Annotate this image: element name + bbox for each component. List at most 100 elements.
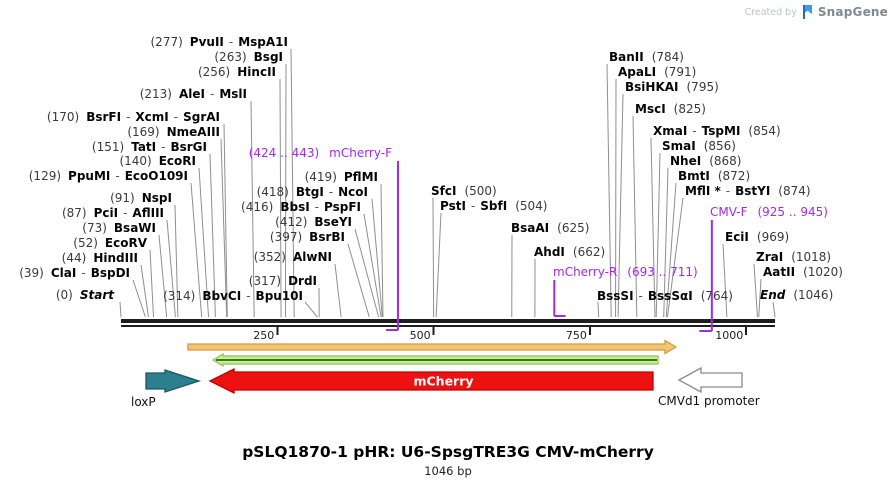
leader-line [354,228,380,318]
leader-line [597,301,600,318]
leader-line [655,152,661,318]
leader-line [304,301,318,318]
map-footer: pSLQ1870-1 pHR: U6-SpsgTRE3G CMV-mCherry… [0,443,896,478]
enzyme-label-ppumi: (129) PpuMI - EcoO109I [28,169,188,183]
enzyme-label-bsssi: BssSI - BssSαI (764) [597,289,733,303]
enzyme-label-tati: (151) TatI - BsrGI [91,140,207,154]
enzyme-label-zrai: ZraI (1018) [756,250,832,264]
enzyme-label-nhei: NheI (868) [670,154,742,168]
enzyme-label-smai: SmaI (856) [662,139,736,153]
feature-loxp-arrow [145,369,202,393]
feature-cmvd1-promoter-arrow [677,366,743,394]
ruler-tick [276,327,279,335]
ruler-tick-label: 1000 [715,329,743,342]
leader-line [140,264,150,318]
ruler-tick-label: 750 [566,329,587,342]
leader-line [220,138,228,318]
enzyme-label-pcii: (87) PciI - AflIII [61,206,164,220]
enzyme-label-start: (0) Start [55,288,114,302]
enzyme-label-sfci: SfcI (500) [431,184,497,198]
leader-line [650,137,656,318]
enzyme-label-clai: (39) ClaI - BspDI [19,266,130,280]
enzyme-label-hincii: (256) HincII [197,65,276,79]
enzyme-label-bsaai: BsaAI (625) [511,221,590,235]
leader-line [223,123,228,318]
enzyme-label-psti: PstI - SbfI (504) [440,199,548,213]
ruler-tick [745,327,748,335]
leader-line [119,301,122,318]
leader-line [132,279,146,318]
enzyme-label-drdi: (317) DrdI [248,274,317,288]
leader-line [198,167,210,318]
watermark-brand-text: SnapGene [817,5,888,19]
enzyme-label-msci: MscI (825) [635,102,706,116]
plasmid-length: 1046 bp [424,464,472,478]
enzyme-label-ahdi: AhdI (662) [534,245,606,259]
leader-line [606,63,612,318]
feature-mcherry-arrow [208,367,654,395]
enzyme-label-bsawi: (73) BsaWI [82,221,156,235]
leader-line [753,263,758,318]
watermark: Created by SnapGene [745,5,888,19]
leader-line [158,234,168,318]
enzyme-label-ecori: (140) EcoRI [119,154,196,168]
enzyme-label-btgi: (418) BtgI - NcoI [256,185,368,199]
enzyme-label-nspi: (91) NspI [110,191,172,205]
enzyme-label-bsrfi: (170) BsrFI - XcmI - SgrAI [46,110,220,124]
leader-line [279,78,282,318]
leader-line [435,212,442,318]
leader-line [772,301,776,318]
enzyme-label-apali: ApaLI (791) [618,65,697,79]
leader-line [250,100,255,318]
ruler-tick [432,327,435,335]
snapgene-flag-icon [802,5,812,19]
enzyme-label-bsihkai: BsiHKAI (795) [625,80,719,94]
leader-line [149,249,155,318]
leader-line [758,278,762,318]
enzyme-label-end: End (1046) [760,288,834,302]
leader-line [347,243,370,318]
primer-label-mcherry-f: (424 .. 443) mCherry-F [248,146,392,160]
sequence-backbone-top [121,319,775,323]
enzyme-label-aatii: AatII (1020) [763,265,843,279]
ruler-tick-label: 250 [253,329,274,342]
feature-label-cmvd1-promoter-arrow: CMVd1 promoter [658,394,760,408]
leader-line [209,153,216,318]
watermark-created-by-text: Created by [744,6,797,18]
leader-line [363,213,382,318]
plasmid-title: pSLQ1870-1 pHR: U6-SpsgTRE3G CMV-mCherry [242,443,654,461]
enzyme-label-bmti: BmtI (872) [678,169,751,183]
enzyme-label-mfli: MflI * - BstYI (874) [685,184,811,198]
enzyme-label-nmeaiii: (169) NmeAIII [127,125,220,139]
leader-line [190,182,203,318]
enzyme-label-bbvci: (314) BbvCI - Bpu10I [163,289,303,303]
leader-line [166,219,176,318]
enzyme-label-xmai: XmaI - TspMI (854) [653,124,781,138]
leader-line [663,167,669,318]
leader-line [632,115,638,318]
leader-line [380,183,384,318]
enzyme-label-hindiii: (44) HindIII [61,251,138,265]
leader-line [371,198,383,318]
feature-orange-bar [187,339,678,355]
ruler-tick [588,327,591,335]
enzyme-label-pflmi: (419) PflMI [304,170,378,184]
leader-line [722,243,728,318]
enzyme-label-pvuii: (277) PvuII - MspA1I [150,35,289,49]
feature-label-mcherry-arrow: mCherry [413,374,473,389]
enzyme-label-ecii: EciI (969) [725,230,790,244]
ruler-tick-label: 500 [410,329,431,342]
leader-line [666,197,684,318]
leader-line [174,204,179,318]
feature-label-loxp-arrow: loxP [131,395,156,409]
enzyme-label-bsgi: (263) BsgI [214,50,283,64]
enzyme-label-bbsi: (416) BbsI - PspFI [241,200,361,214]
leader-line [284,63,287,318]
leader-line [617,93,624,318]
primer-label-cmv-f: CMV-F (925 .. 945) [710,205,828,219]
enzyme-label-banii: BanII (784) [609,50,684,64]
enzyme-label-bseyi: (412) BseYI [275,215,352,229]
enzyme-label-alwni: (352) AlwNI [253,250,332,264]
